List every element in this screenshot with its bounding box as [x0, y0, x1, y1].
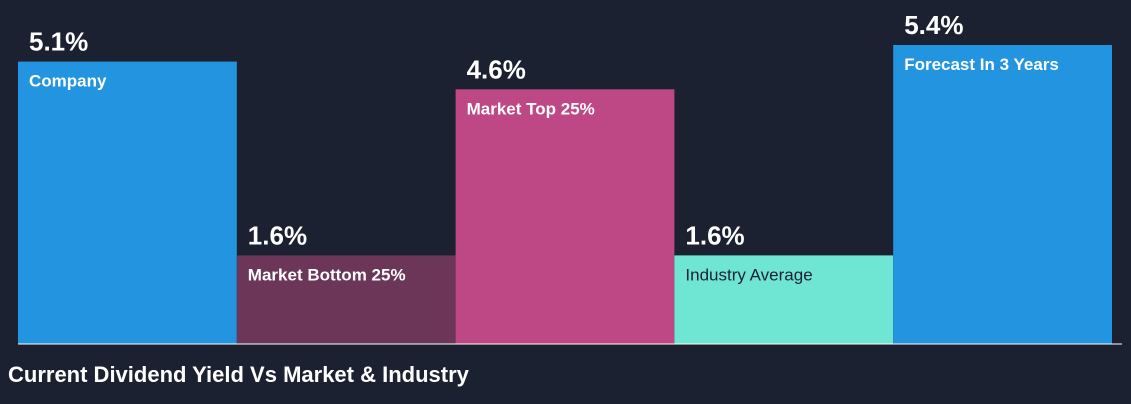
chart-caption: Current Dividend Yield Vs Market & Indus… [8, 362, 469, 387]
bar-market-bottom-25 [236, 255, 456, 344]
category-label-company: Company [29, 72, 107, 91]
category-label-industry-average: Industry Average [685, 265, 812, 284]
value-label-industry-average: 1.6% [685, 220, 744, 250]
value-label-market-bottom-25: 1.6% [248, 220, 307, 250]
bar-industry-average [674, 255, 894, 344]
category-label-market-bottom-25: Market Bottom 25% [248, 265, 406, 284]
bar-company [18, 61, 237, 344]
value-label-company: 5.1% [29, 27, 88, 57]
bar-forecast-in-3-years [893, 45, 1112, 344]
bars-group: 5.1% Company 1.6% Market Bottom 25% 4.6% Mark… [18, 10, 1112, 344]
category-label-forecast-in-3-years: Forecast In 3 Years [904, 55, 1059, 74]
category-label-market-top-25: Market Top 25% [467, 99, 595, 118]
bar-market-top-25 [455, 89, 675, 344]
value-label-market-top-25: 4.6% [467, 54, 526, 84]
value-label-forecast-in-3-years: 5.4% [904, 10, 963, 40]
